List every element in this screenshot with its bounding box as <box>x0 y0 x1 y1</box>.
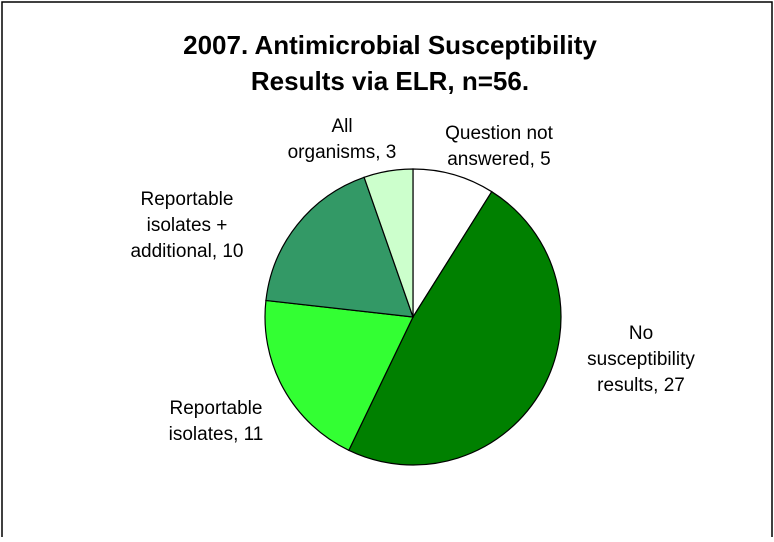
slice-label: results, 27 <box>597 375 685 396</box>
chart-title: Results via ELR, n=56. <box>251 66 529 96</box>
pie-slice <box>347 190 562 466</box>
slice-label: All <box>331 116 352 137</box>
slice-label: organisms, 3 <box>288 142 397 163</box>
slice-label: answered, 5 <box>447 149 551 170</box>
slice-label: additional, 10 <box>130 241 243 262</box>
slice-label: Reportable <box>141 189 234 210</box>
slice-label: isolates, 11 <box>169 424 264 445</box>
pie-slice <box>412 168 493 320</box>
slice-label: isolates + <box>147 215 228 236</box>
pie-slice <box>363 168 414 318</box>
slice-label: Reportable <box>170 398 263 419</box>
chart-title: 2007. Antimicrobial Susceptibility <box>183 30 597 60</box>
slice-label: Question not <box>445 123 553 144</box>
slice-label: No <box>629 323 653 344</box>
slice-label: susceptibility <box>587 349 695 370</box>
pie-slice <box>264 299 414 452</box>
